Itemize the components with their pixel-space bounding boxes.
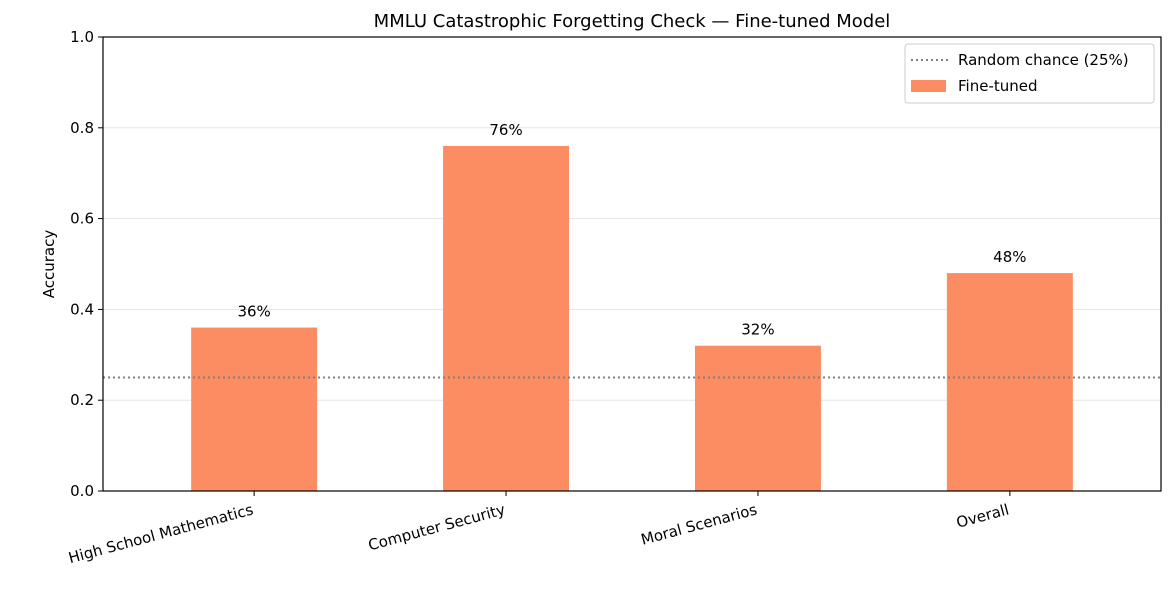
bar-value-label: 48% (993, 248, 1026, 266)
bar (694, 345, 821, 491)
y-tick-label: 0.4 (70, 300, 94, 318)
chart-title: MMLU Catastrophic Forgetting Check — Fin… (374, 11, 891, 32)
bar-value-label: 76% (489, 121, 522, 139)
y-axis-ticks: 0.0 0.2 0.4 0.6 0.8 1.0 (70, 28, 103, 500)
bar (443, 145, 570, 491)
y-axis-label: Accuracy (40, 230, 58, 299)
legend-reference-label: Random chance (25%) (958, 51, 1129, 69)
value-labels: 36% 76% 32% 48% (237, 121, 1026, 339)
y-tick-label: 0.2 (70, 391, 94, 409)
plot-frame (102, 36, 1162, 492)
y-tick-label: 0.6 (70, 210, 94, 228)
bar-group (191, 145, 1073, 491)
bar-value-label: 36% (237, 303, 270, 321)
bar-value-label: 32% (741, 321, 774, 339)
legend-series-label: Fine-tuned (958, 77, 1038, 95)
legend-box (904, 43, 1155, 104)
bar (191, 327, 318, 491)
legend-series-swatch (911, 80, 946, 92)
legend: Random chance (25%) Fine-tuned (904, 43, 1155, 104)
bar (946, 273, 1073, 491)
y-tick-label: 1.0 (70, 28, 94, 46)
y-tick-label: 0.0 (70, 482, 94, 500)
y-tick-label: 0.8 (70, 119, 94, 137)
